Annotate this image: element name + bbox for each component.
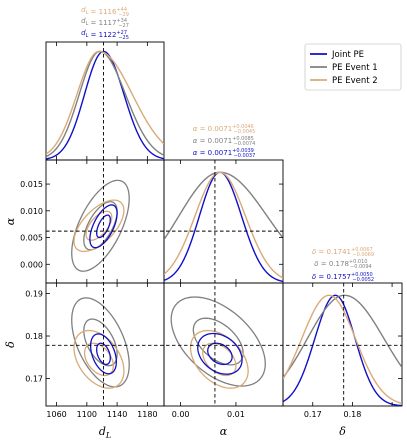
legend-box (304, 43, 402, 91)
annotation-delta-1: δ = 0.178+0.010 −0.0094 (314, 259, 371, 270)
contour-alpha_delta-2-1 (189, 329, 249, 389)
marginal-alpha-0 (164, 171, 283, 283)
legend: Joint PE PE Event 1 PE Event 2 (304, 43, 402, 91)
contour-dL_alpha-1-0 (83, 201, 118, 251)
xtick-label-alpha-0: 0.00 (172, 410, 190, 419)
xtick-label-dL-3: 1180 (137, 410, 157, 419)
panel-alpha-dL (45, 159, 165, 284)
ylabel-delta: δ (4, 341, 17, 348)
legend-label-1: PE Event 1 (332, 63, 378, 73)
contour-alpha_delta-0-1 (197, 332, 243, 375)
marginal-dL-2 (46, 50, 164, 155)
marginal-dL-1 (46, 50, 164, 158)
contour-dL_delta-2-1 (73, 329, 125, 389)
marginal-delta-2 (283, 294, 402, 405)
marginal-delta-0 (283, 294, 402, 406)
contour-dL_alpha-2-1 (73, 199, 125, 253)
annotation-dL-0: dL = 1122+27 −25 (81, 29, 129, 41)
panel-dL-dL (45, 41, 165, 161)
annotation-delta-0: δ = 0.1757+0.0050 −0.0052 (312, 272, 374, 283)
xlabel-dL: dL (99, 425, 111, 440)
marginal-alpha-2 (164, 171, 283, 279)
marginal-dL-0 (46, 50, 164, 160)
xtick-label-alpha-1: 0.01 (227, 410, 245, 419)
marginal-delta-1 (283, 294, 402, 379)
contour-dL_delta-2-0 (83, 342, 114, 377)
xlabel-delta: δ (339, 425, 346, 438)
panel-delta-delta (282, 282, 403, 407)
contour-dL_alpha-0-1 (89, 204, 118, 249)
contour-dL_delta-1-1 (71, 297, 130, 388)
annotation-dL-2: dL = 1116+44 −29 (81, 6, 129, 18)
ylabel-alpha: α (4, 217, 17, 225)
annotation-dL-1: dL = 1117+34 −27 (81, 17, 129, 29)
annotation-delta-2: δ = 0.1741+0.0067 −0.0069 (312, 247, 374, 258)
xtick-label-dL-1: 1100 (77, 410, 97, 419)
ytick-label-alpha-3: 0.015 (20, 180, 43, 189)
legend-label-0: Joint PE (331, 50, 364, 60)
ytick-label-delta-0: 0.17 (25, 374, 43, 383)
contour-dL_alpha-1-1 (71, 179, 130, 272)
contour-dL_delta-0-0 (96, 342, 111, 366)
xtick-label-dL-2: 1140 (107, 410, 127, 419)
annotation-alpha-0: α = 0.0071+0.0039 −0.0037 (193, 148, 256, 159)
xlabel-alpha: α (220, 425, 228, 438)
xtick-label-dL-0: 1060 (46, 410, 66, 419)
contour-alpha_delta-0-0 (207, 342, 233, 366)
marginal-alpha-1 (164, 171, 283, 240)
xtick-label-delta-1: 0.18 (344, 410, 362, 419)
ytick-label-delta-1: 0.18 (25, 332, 43, 341)
annotation-alpha-2: α = 0.0071+0.0046 −0.0045 (193, 124, 256, 135)
contour-dL_delta-0-1 (89, 333, 117, 375)
legend-label-2: PE Event 2 (332, 76, 378, 86)
ytick-label-alpha-0: 0.000 (20, 260, 43, 269)
ytick-label-delta-2: 0.19 (25, 290, 43, 299)
ytick-label-alpha-2: 0.010 (20, 207, 43, 216)
annotation-alpha-1: α = 0.0071+0.0085 −0.0074 (193, 136, 256, 147)
xtick-label-delta-0: 0.17 (304, 410, 322, 419)
ytick-label-alpha-1: 0.005 (20, 234, 43, 243)
